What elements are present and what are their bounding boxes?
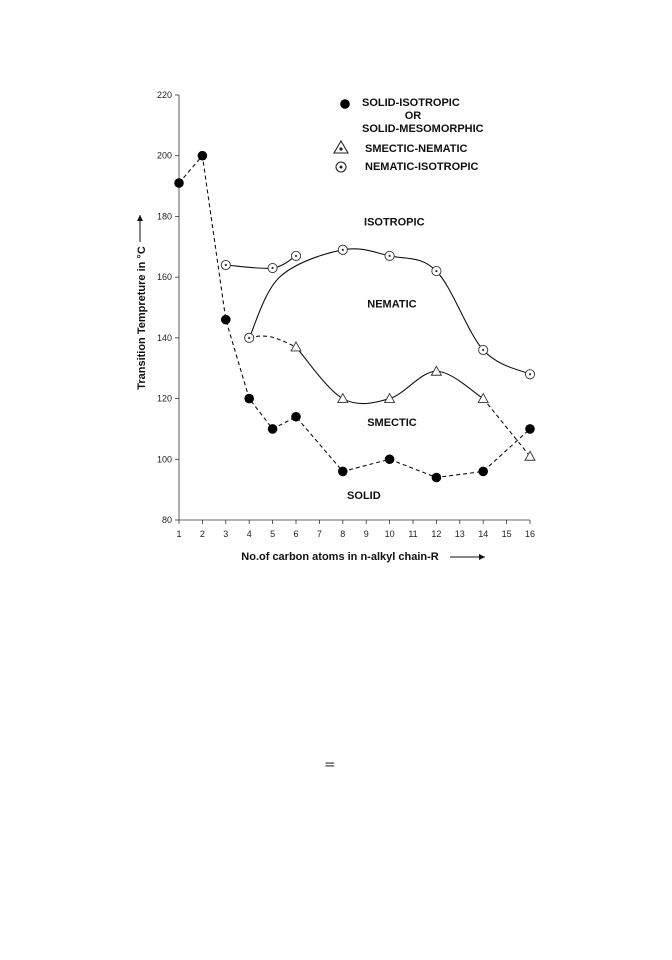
legend-dotted-circle-dot-icon bbox=[339, 165, 343, 169]
nematic-isotropic-dot bbox=[248, 336, 251, 339]
smectic-nematic-point bbox=[337, 392, 349, 404]
solid-isotropic-point bbox=[174, 178, 184, 188]
x-tick-label: 12 bbox=[431, 529, 441, 539]
smectic-nematic-point bbox=[430, 365, 443, 376]
solid-isotropic-point bbox=[291, 411, 301, 422]
legend-label: SOLID-ISOTROPIC bbox=[362, 97, 460, 109]
x-tick-label: 10 bbox=[385, 529, 395, 539]
x-tick-label: 9 bbox=[364, 529, 369, 539]
region-label-solid: SOLID bbox=[347, 490, 381, 502]
x-tick-label: 14 bbox=[478, 529, 488, 539]
x-axis-title: No.of carbon atoms in n-alkyl chain-R bbox=[241, 551, 438, 563]
solid-isotropic-point bbox=[197, 150, 208, 161]
smectic-nematic-dashed-onset bbox=[249, 335, 297, 348]
labels: ISOTROPIC NEMATIC SMECTIC SOLID bbox=[347, 217, 425, 502]
y-axis-title: Transition Tempreture in °C bbox=[136, 246, 148, 390]
nematic-isotropic-point bbox=[290, 250, 302, 261]
solid-isotropic-point bbox=[431, 472, 442, 483]
nematic-isotropic-point bbox=[267, 262, 278, 274]
nematic-isotropic-point bbox=[244, 332, 255, 343]
nematic-isotropic-dot bbox=[435, 269, 438, 273]
region-label-nematic: NEMATIC bbox=[367, 299, 416, 311]
solid-isotropic-point bbox=[525, 424, 535, 434]
x-tick-label: 11 bbox=[408, 529, 417, 539]
solid-transition-line bbox=[178, 154, 531, 479]
solid-isotropic-point bbox=[384, 454, 395, 465]
curves bbox=[178, 154, 531, 479]
region-label-smectic: SMECTIC bbox=[367, 417, 417, 429]
legend-triangle-dot-icon bbox=[339, 147, 343, 151]
nematic-isotropic-point bbox=[337, 244, 348, 255]
page-mark: = bbox=[324, 757, 336, 773]
nematic-isotropic-curve bbox=[248, 248, 531, 375]
legend-filled-circle-icon bbox=[340, 99, 350, 109]
solid-isotropic-point bbox=[244, 393, 254, 404]
legend-label: NEMATIC-ISOTROPIC bbox=[365, 161, 479, 173]
x-tick-label: 3 bbox=[223, 529, 228, 539]
x-axis-arrowhead bbox=[479, 554, 485, 560]
nematic-isotropic-point bbox=[431, 266, 442, 277]
nematic-isotropic-dot bbox=[388, 254, 391, 257]
x-tick-label: 1 bbox=[176, 529, 181, 539]
solid-isotropic-point bbox=[221, 314, 231, 325]
nematic-isotropic-point bbox=[220, 259, 231, 271]
nematic-isotropic-point bbox=[524, 369, 536, 380]
smectic-nematic-point bbox=[477, 392, 489, 404]
nematic-isotropic-dot bbox=[294, 254, 298, 257]
legend-label: SOLID-MESOMORPHIC bbox=[362, 123, 484, 135]
solid-isotropic-point bbox=[267, 424, 278, 434]
x-tick-label: 8 bbox=[340, 529, 345, 539]
x-tick-label: 7 bbox=[317, 529, 322, 539]
nematic-isotropic-point bbox=[478, 344, 489, 356]
x-tick-label: 2 bbox=[200, 529, 205, 539]
region-label-isotropic: ISOTROPIC bbox=[364, 217, 425, 229]
y-tick-label: 80 bbox=[162, 515, 172, 525]
y-tick-label: 220 bbox=[157, 90, 172, 100]
nematic-isotropic-point bbox=[384, 250, 395, 261]
y-tick-label: 200 bbox=[157, 151, 172, 161]
x-tick-label: 6 bbox=[293, 529, 298, 539]
y-tick-label: 180 bbox=[157, 211, 172, 221]
x-tick-label: 13 bbox=[455, 529, 465, 539]
legend-label: OR bbox=[405, 110, 422, 122]
legend-triangle-icon bbox=[333, 139, 349, 154]
nematic-isotropic-upper-curve bbox=[225, 255, 297, 269]
y-tick-label: 120 bbox=[157, 394, 172, 404]
y-tick-label: 140 bbox=[157, 333, 172, 343]
legend-label: SMECTIC-NEMATIC bbox=[365, 143, 468, 155]
nematic-isotropic-dot bbox=[482, 348, 485, 352]
smectic-nematic-point bbox=[383, 392, 396, 404]
y-tick-label: 160 bbox=[157, 272, 172, 282]
y-axis-arrowhead bbox=[137, 215, 143, 221]
x-tick-label: 4 bbox=[247, 529, 252, 539]
nematic-isotropic-dot bbox=[341, 248, 344, 251]
x-tick-label: 16 bbox=[525, 529, 535, 539]
solid-isotropic-point bbox=[478, 466, 489, 477]
nematic-isotropic-dot bbox=[528, 373, 532, 376]
y-tick-label: 100 bbox=[157, 454, 172, 464]
nematic-isotropic-dot bbox=[271, 266, 274, 270]
smectic-nematic-dashed-end bbox=[482, 398, 531, 457]
markers bbox=[174, 150, 536, 483]
smectic-nematic-point bbox=[524, 450, 536, 461]
nematic-isotropic-dot bbox=[224, 263, 227, 267]
x-tick-label: 15 bbox=[502, 529, 512, 539]
smectic-nematic-point bbox=[290, 341, 302, 352]
solid-isotropic-point bbox=[338, 466, 348, 477]
x-tick-label: 5 bbox=[270, 529, 275, 539]
